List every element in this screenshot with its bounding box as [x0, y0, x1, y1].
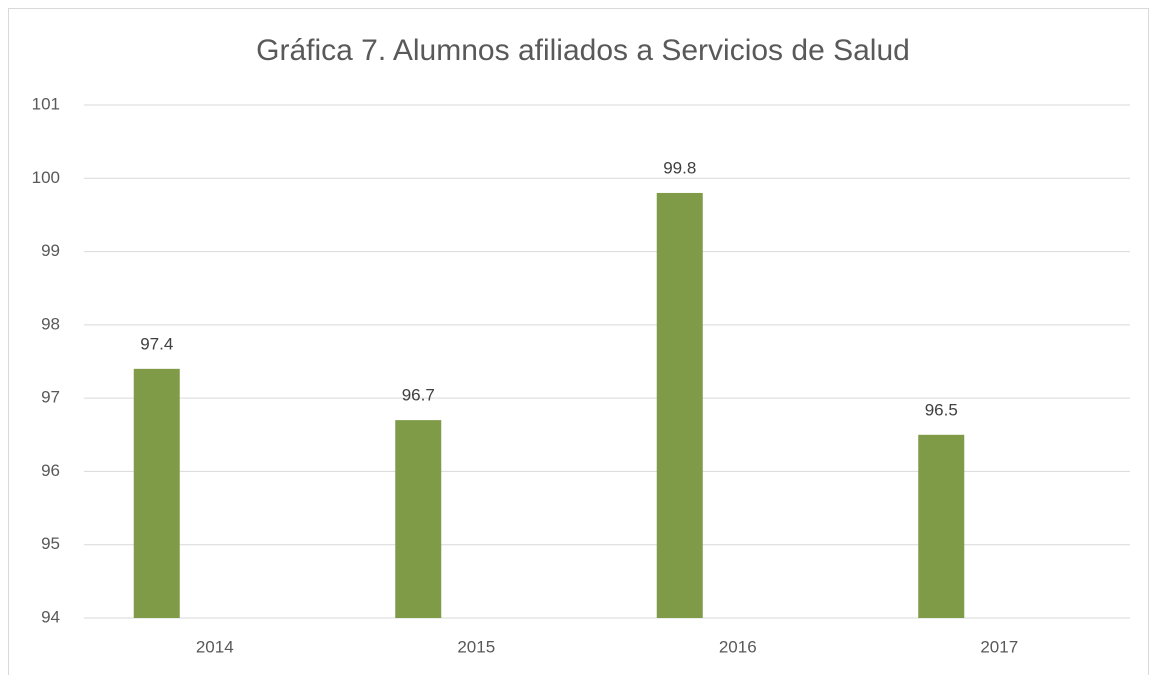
y-tick-label: 101 — [32, 94, 60, 113]
bar — [918, 434, 965, 618]
y-tick-label: 99 — [41, 241, 60, 260]
y-tick-label: 95 — [41, 534, 60, 553]
x-tick-label: 2014 — [196, 637, 234, 656]
bar — [395, 420, 442, 618]
y-tick-label: 96 — [41, 461, 60, 480]
x-tick-label: 2017 — [980, 637, 1018, 656]
y-tick-label: 94 — [41, 607, 60, 626]
y-tick-label: 98 — [41, 314, 60, 333]
bar — [133, 368, 180, 618]
bar — [656, 192, 703, 618]
x-tick-label: 2015 — [457, 637, 495, 656]
chart-title: Gráfica 7. Alumnos afiliados a Servicios… — [256, 34, 910, 67]
data-label: 97.4 — [140, 334, 173, 353]
data-label: 96.7 — [402, 386, 435, 405]
data-label: 96.5 — [925, 400, 958, 419]
data-label: 99.8 — [663, 158, 696, 177]
y-tick-label: 100 — [32, 168, 60, 187]
x-tick-label: 2016 — [719, 637, 757, 656]
y-tick-label: 97 — [41, 388, 60, 407]
